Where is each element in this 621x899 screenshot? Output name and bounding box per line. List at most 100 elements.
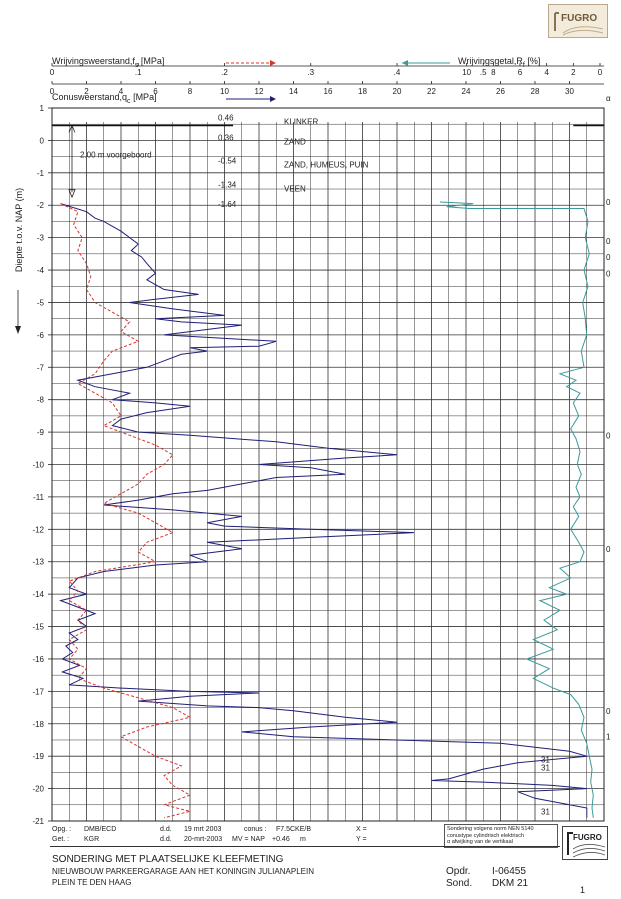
- qc-overflow-label: 31: [541, 755, 550, 764]
- alpha-value: 0: [606, 545, 611, 554]
- qc-tick-label: 6: [153, 87, 158, 96]
- y-tick-label: -3: [37, 234, 45, 243]
- soil-layer-level: -1.64: [218, 200, 237, 209]
- fs-tick-label: .4: [394, 68, 401, 77]
- qc-tick-label: 14: [289, 87, 298, 96]
- norm-note-text: Sondering volgens norm NEN 5140 conustyp…: [447, 826, 534, 846]
- qc-tick-label: 30: [565, 87, 574, 96]
- y-tick-label: -19: [32, 752, 44, 761]
- alpha-value: 0: [606, 198, 611, 207]
- title-divider: [50, 846, 560, 847]
- y-tick-label: -15: [32, 623, 44, 632]
- y-tick-label: -18: [32, 720, 44, 729]
- rf-legend-arrow: [402, 60, 408, 66]
- y-tick-label: -4: [37, 266, 45, 275]
- soil-layer-name: ZAND, HUMEUS, PUIN: [284, 161, 369, 170]
- conus-value: F7.5CKE/B: [276, 826, 312, 833]
- dd1-value: 19 mrt 2003: [184, 826, 222, 833]
- soil-layer-level: -1.34: [218, 180, 237, 189]
- fs-legend-arrow: [270, 60, 276, 66]
- opg-label: Opg. :: [52, 826, 72, 833]
- y-tick-label: -14: [32, 590, 44, 599]
- conus-label: conus :: [244, 826, 267, 833]
- opdr-label: Opdr.: [446, 866, 471, 877]
- opg-value: DMB/ECD: [84, 826, 117, 833]
- y-tick-label: -7: [37, 363, 45, 372]
- alpha-value: 0: [606, 269, 611, 278]
- soil-layer-name: KLINKER: [284, 117, 318, 126]
- depth-arrow-head: [15, 326, 21, 334]
- fugro-logo: FUGRO: [548, 4, 608, 38]
- qc-tick-label: 24: [462, 87, 471, 96]
- qc-tick-label: 10: [220, 87, 229, 96]
- predrill-label: 2.00 m voorgeboord: [80, 150, 152, 159]
- fs-tick-label: .3: [307, 68, 314, 77]
- rf-axis-title: Wrijvingsgetal,Rf [%]: [458, 56, 540, 69]
- mv-value: +0.46: [272, 836, 290, 843]
- norm-note-box: Sondering volgens norm NEN 5140 conustyp…: [444, 824, 558, 848]
- x-label: X =: [356, 826, 367, 833]
- opdr-value: I-06455: [492, 866, 526, 877]
- y-label: Y =: [356, 836, 367, 843]
- qc-tick-label: 8: [188, 87, 193, 96]
- y-tick-label: -10: [32, 461, 44, 470]
- fs-tick-label: .1: [135, 68, 142, 77]
- y-tick-label: -2: [37, 201, 45, 210]
- fs-sub: s: [134, 61, 139, 69]
- get-label: Get. :: [52, 836, 70, 843]
- qc-tick-label: 22: [427, 87, 436, 96]
- fugro-logo-small-graphic: FUGRO: [567, 832, 606, 858]
- rf-unit: [%]: [527, 56, 541, 66]
- alpha-value: 0: [606, 431, 611, 440]
- qc-tick-label: 16: [324, 87, 333, 96]
- rf-series-line: [439, 201, 594, 818]
- y-tick-label: -17: [32, 687, 44, 696]
- soil-layer-level: 0.36: [218, 133, 234, 142]
- qc-tick-label: 28: [531, 87, 540, 96]
- fs-tick-label: .2: [221, 68, 228, 77]
- rf-tick-label: 4: [544, 68, 549, 77]
- y-tick-label: -12: [32, 525, 44, 534]
- qc-series-line: [58, 203, 588, 818]
- fs-tick-label: 0: [50, 68, 55, 77]
- qc-overflow-label: 31: [541, 807, 550, 816]
- dd2-label: d.d.: [160, 836, 172, 843]
- y-axis-label: Diepte t.o.v. NAP (m): [14, 188, 24, 272]
- norm-line-3: α afwijking van de vertikaal: [447, 839, 513, 845]
- y-tick-label: -8: [37, 396, 45, 405]
- y-tick-label: -9: [37, 428, 45, 437]
- rf-tick-label: 8: [491, 68, 496, 77]
- fugro-logo-small: FUGRO: [562, 826, 608, 860]
- soil-layer-name: ZAND: [284, 137, 306, 146]
- mv-unit: m: [300, 836, 306, 843]
- sond-value: DKM 21: [492, 878, 529, 889]
- mv-label: MV = NAP: [232, 836, 265, 843]
- rf-tick-label: 0: [598, 68, 603, 77]
- rf-tick-label: 2: [571, 68, 576, 77]
- alpha-value: 1: [606, 733, 611, 742]
- y-tick-label: -13: [32, 558, 44, 567]
- qc-axis-title: Conusweerstand,qc [MPa]: [52, 92, 157, 105]
- qc-tick-label: 4: [119, 87, 124, 96]
- fugro-logo-graphic: FUGRO: [554, 12, 604, 36]
- qc-tick-label: 20: [393, 87, 402, 96]
- predrill-arrow-top: [68, 124, 76, 133]
- qc-sub: c: [127, 97, 131, 105]
- rf-tick-label: 10: [462, 68, 471, 77]
- y-tick-label: -11: [33, 493, 45, 502]
- y-tick-label: -16: [32, 655, 44, 664]
- logo-small-text: FUGRO: [573, 833, 602, 842]
- logo-text: FUGRO: [561, 13, 597, 24]
- fs-tick-label: .5: [480, 68, 487, 77]
- qc-tick-label: 18: [358, 87, 367, 96]
- project-line-2: PLEIN TE DEN HAAG: [52, 878, 132, 887]
- alpha-header: α: [606, 94, 611, 103]
- norm-line-1: Sondering volgens norm NEN 5140: [447, 826, 534, 832]
- project-line-1: NIEUWBOUW PARKEERGARAGE AAN HET KONINGIN…: [52, 867, 314, 876]
- qc-legend-arrow: [270, 96, 276, 102]
- alpha-value: 0: [606, 253, 611, 262]
- fs-axis-title: Wrijvingsweerstand,fs [MPa]: [52, 56, 164, 69]
- fs-unit: [MPa]: [140, 56, 165, 66]
- qc-tick-label: 2: [84, 87, 89, 96]
